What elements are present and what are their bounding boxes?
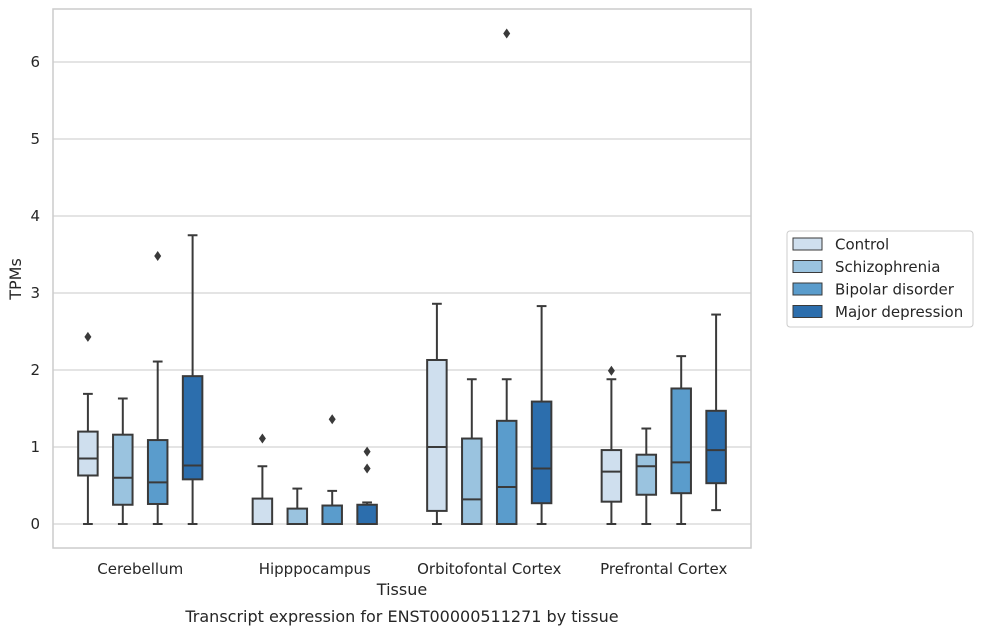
box: [321, 414, 343, 525]
plot-frame: [52, 8, 752, 549]
outlier-point: [84, 331, 92, 342]
x-tick-labels: Cerebellum Hipppocampus Orbitofontal Corte…: [97, 560, 727, 578]
x-tick-label: Hipppocampus: [259, 560, 371, 578]
legend-swatch: [792, 282, 823, 296]
outlier-point: [154, 251, 162, 262]
box: [286, 487, 309, 526]
box: [670, 355, 692, 525]
legend-swatch: [792, 260, 823, 273]
legend-label: Bipolar disorder: [835, 281, 955, 299]
y-tick-label: 5: [30, 130, 40, 148]
legend-swatch: [792, 237, 823, 251]
box: [251, 433, 274, 525]
legend-label: Control: [835, 236, 889, 254]
legend: Control Schizophrenia Bipolar disorder Majo…: [786, 230, 974, 328]
x-axis-label: Tissue: [376, 580, 427, 599]
box-body: [705, 409, 727, 485]
box: [495, 28, 518, 526]
box-body: [670, 387, 692, 495]
x-tick-label: Prefrontal Cortex: [600, 560, 727, 578]
y-tick-labels: 0 1 2 3 4 5 6: [30, 53, 40, 533]
x-tick-label: Cerebellum: [97, 560, 183, 578]
legend-label: Schizophrenia: [835, 258, 940, 276]
box-body: [600, 449, 623, 503]
box-body: [530, 400, 553, 505]
box: [600, 365, 623, 525]
y-tick-label: 6: [30, 53, 40, 71]
outlier-point: [328, 414, 336, 425]
box: [181, 234, 204, 525]
box: [112, 397, 134, 525]
box-body: [635, 453, 658, 496]
box-body: [146, 439, 169, 505]
box-body: [77, 430, 99, 477]
box-body: [461, 437, 483, 525]
chart-caption: Transcript expression for ENST0000051127…: [184, 607, 618, 626]
legend-label: Major depression: [835, 303, 963, 321]
plot-background: [53, 9, 751, 548]
outlier-point: [607, 365, 615, 376]
box-body: [321, 504, 343, 525]
x-tick-label: Orbitofontal Cortex: [417, 560, 561, 578]
y-tick-label: 2: [30, 361, 40, 379]
outlier-point: [503, 28, 511, 39]
box: [356, 446, 378, 525]
box-body: [112, 433, 134, 506]
box: [77, 331, 99, 525]
box: [426, 302, 448, 525]
y-tick-label: 4: [30, 207, 40, 225]
box-body: [181, 375, 204, 481]
box: [705, 313, 727, 512]
outlier-point: [363, 446, 371, 457]
box-body: [286, 507, 309, 526]
box: [530, 305, 553, 525]
box: [146, 251, 169, 525]
boxes: [77, 28, 727, 526]
box: [635, 427, 658, 525]
box-body: [426, 358, 448, 512]
y-tick-label: 0: [30, 515, 40, 533]
y-tick-label: 3: [30, 284, 40, 302]
grid: [53, 61, 751, 525]
box-body: [495, 419, 518, 526]
y-axis-label: TPMs: [6, 258, 25, 301]
outlier-point: [258, 433, 266, 444]
outlier-point: [363, 463, 371, 474]
legend-frame: [786, 230, 974, 328]
box-body: [251, 497, 274, 525]
y-tick-label: 1: [30, 438, 40, 456]
legend-swatch: [792, 305, 823, 318]
box: [461, 378, 483, 525]
box-body: [356, 503, 378, 525]
